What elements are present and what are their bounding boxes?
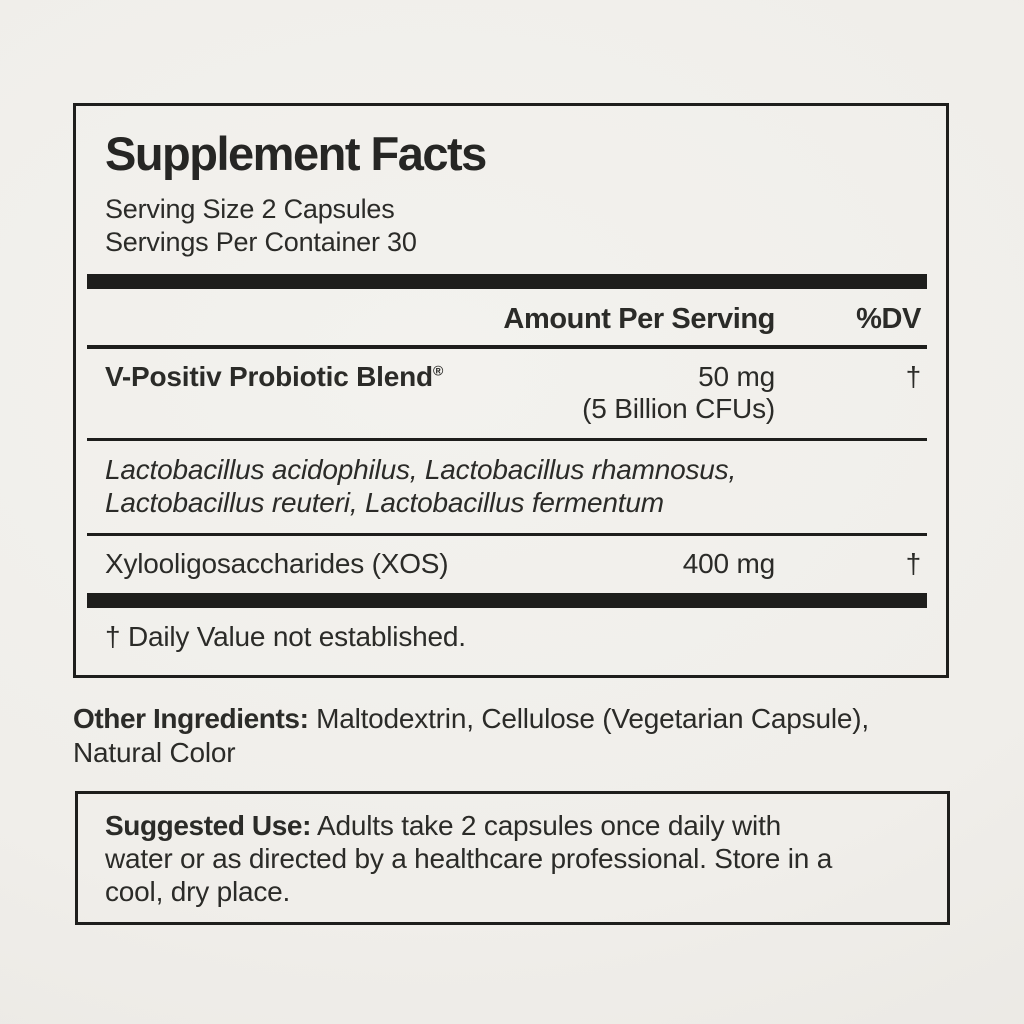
other-ingredients-line-1: Other Ingredients: Maltodextrin, Cellulo… (73, 702, 973, 736)
species-line-2: Lactobacillus reuteri, Lactobacillus fer… (105, 487, 664, 518)
suggested-use-line-1: Suggested Use: Adults take 2 capsules on… (105, 809, 917, 842)
amount-probiotic-cfus: (5 Billion CFUs) (582, 393, 775, 424)
divider-under-header (87, 345, 927, 349)
other-ingredients-line-2: Natural Color (73, 737, 236, 768)
ingredient-name-xos: Xylooligosaccharides (XOS) (105, 548, 449, 579)
facts-header: Supplement Facts Serving Size 2 Capsules… (76, 106, 946, 259)
other-ingredients-label: Other Ingredients: (73, 703, 309, 734)
dv-dagger-xos: † (905, 548, 922, 579)
amount-xos: 400 mg (682, 548, 775, 579)
other-ingredients: Other Ingredients: Maltodextrin, Cellulo… (73, 702, 973, 770)
column-header-dv: %DV (856, 303, 921, 335)
suggested-use-line-2: water or as directed by a healthcare pro… (105, 843, 833, 874)
divider-thick-top (87, 274, 927, 289)
table-row-probiotic-blend: V-Positiv Probiotic Blend® 50 mg (5 Bill… (87, 349, 927, 438)
table-row-xos: Xylooligosaccharides (XOS) 400 mg † (87, 536, 927, 593)
probiotic-species-list: Lactobacillus acidophilus, Lactobacillus… (87, 441, 927, 533)
column-header-amount-per-serving: Amount Per Serving (503, 303, 775, 335)
amount-probiotic-blend: 50 mg (5 Billion CFUs) (495, 361, 775, 425)
probiotic-blend-name-text: V-Positiv Probiotic Blend (105, 361, 433, 392)
other-ingredients-text-1: Maltodextrin, Cellulose (Vegetarian Caps… (308, 703, 869, 734)
registered-trademark-mark: ® (432, 362, 444, 379)
suggested-use-panel: Suggested Use: Adults take 2 capsules on… (75, 791, 950, 925)
servings-per-container: Servings Per Container 30 (105, 227, 417, 257)
divider-below-species (87, 533, 927, 536)
suggested-use-label: Suggested Use: (105, 810, 311, 841)
daily-value-footnote: † Daily Value not established. (105, 621, 466, 652)
facts-title: Supplement Facts (105, 127, 487, 180)
supplement-facts-panel: Supplement Facts Serving Size 2 Capsules… (73, 103, 949, 678)
divider-above-species (87, 438, 927, 441)
serving-size: Serving Size 2 Capsules (105, 194, 395, 224)
dv-dagger-probiotic: † (905, 361, 922, 392)
ingredient-name-probiotic-blend: V-Positiv Probiotic Blend® (87, 361, 495, 393)
facts-column-header-row: Amount Per Serving %DV (87, 289, 927, 345)
facts-table: Amount Per Serving %DV V-Positiv Probiot… (87, 274, 927, 608)
divider-thick-bottom (87, 593, 927, 608)
suggested-use-text-1: Adults take 2 capsules once daily with (311, 810, 782, 841)
amount-probiotic-mg: 50 mg (698, 361, 775, 392)
suggested-use-line-3: cool, dry place. (105, 876, 291, 907)
species-line-1: Lactobacillus acidophilus, Lactobacillus… (105, 454, 737, 485)
